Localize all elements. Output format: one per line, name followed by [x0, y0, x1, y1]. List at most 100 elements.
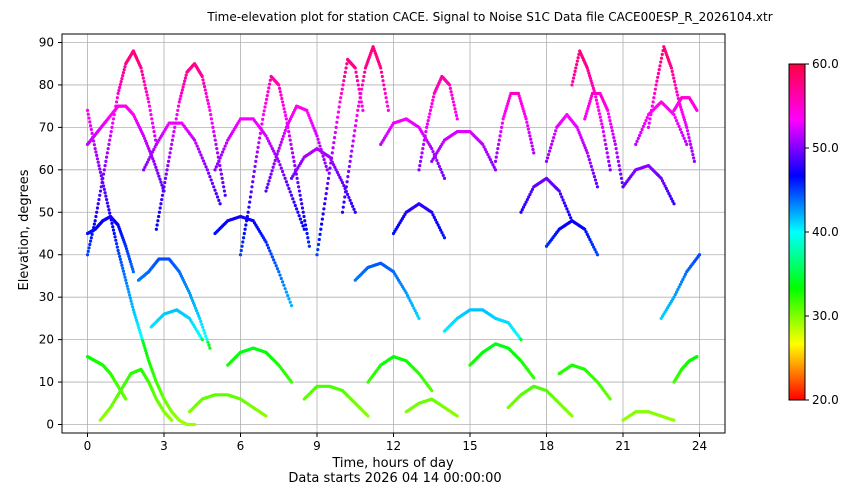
data-point [496, 147, 500, 151]
data-point [482, 145, 486, 149]
y-tick-label: 0 [46, 418, 54, 432]
data-point [190, 298, 195, 303]
data-point [289, 193, 294, 197]
data-point [357, 100, 361, 104]
data-point [643, 121, 647, 126]
data-point [681, 113, 685, 117]
data-point [143, 136, 147, 141]
data-point [259, 127, 263, 131]
data-point [148, 149, 152, 153]
data-point [141, 76, 145, 80]
data-point [288, 138, 292, 142]
data-point [261, 113, 266, 117]
data-point [363, 70, 367, 74]
data-point [583, 146, 587, 150]
data-point [421, 142, 426, 146]
data-point [384, 96, 388, 100]
data-point [154, 227, 158, 231]
data-point [516, 91, 521, 96]
data-point [500, 125, 504, 129]
data-point [118, 85, 122, 90]
data-point [264, 414, 268, 418]
data-point [207, 343, 211, 347]
data-point [86, 249, 90, 253]
data-point [604, 147, 609, 151]
data-point [127, 290, 131, 294]
data-point [283, 110, 287, 114]
data-point [209, 113, 213, 117]
data-point [336, 115, 340, 119]
data-point [275, 267, 280, 271]
data-point [345, 180, 349, 184]
data-point [102, 187, 106, 191]
data-point [248, 200, 252, 204]
data-point [440, 170, 444, 174]
data-point [588, 99, 592, 103]
data-point [342, 79, 346, 83]
data-point [355, 113, 359, 118]
data-point [575, 125, 579, 129]
data-point [206, 102, 210, 106]
data-point [291, 197, 295, 201]
data-point [522, 109, 526, 113]
data-point [114, 242, 119, 246]
data-point [494, 155, 498, 159]
data-point [593, 248, 597, 252]
data-point [331, 146, 335, 150]
data-point [264, 134, 268, 138]
data-point [672, 418, 676, 422]
data-point [616, 155, 620, 159]
data-point [672, 79, 677, 84]
data-point [202, 81, 206, 85]
data-point [351, 204, 355, 208]
data-point [591, 86, 596, 90]
data-point [428, 108, 433, 113]
data-point [608, 397, 612, 401]
data-point [692, 156, 696, 160]
data-point [685, 129, 690, 133]
data-point [143, 346, 147, 350]
data-point [287, 297, 291, 301]
data-point [554, 129, 558, 133]
data-point [298, 217, 303, 221]
data-point [349, 201, 354, 205]
data-point [583, 117, 587, 121]
data-point [360, 87, 364, 91]
data-point [281, 134, 285, 138]
data-point [194, 141, 198, 145]
data-point [157, 214, 161, 219]
data-point [586, 154, 590, 158]
data-point [680, 110, 684, 114]
data-point [135, 321, 139, 325]
data-point [525, 120, 529, 124]
axis-ticks: 0 3 6 9 12 15 18 21 24 0 10 20 30 40 50 60 70 80 90 [39, 35, 707, 453]
data-point [104, 194, 108, 198]
data-point [437, 225, 441, 230]
data-point [293, 163, 297, 168]
data-point [142, 168, 146, 172]
data-point [660, 179, 665, 183]
data-point [351, 139, 355, 143]
x-tick-label: 12 [386, 439, 401, 453]
data-point [636, 136, 640, 141]
data-point [354, 70, 358, 74]
data-point [212, 185, 216, 189]
y-tick-label: 40 [39, 248, 54, 262]
data-point [681, 133, 685, 138]
data-point [115, 96, 119, 100]
data-point [645, 116, 649, 120]
data-point [597, 112, 602, 116]
data-point [595, 102, 599, 106]
data-point [296, 210, 300, 214]
y-tick-label: 60 [39, 163, 54, 177]
data-point [304, 227, 308, 231]
data-point [95, 157, 100, 161]
data-point [266, 246, 271, 250]
data-point [179, 91, 184, 95]
data-point [264, 240, 268, 244]
data-point [439, 228, 443, 232]
data-point [183, 79, 187, 83]
data-point [187, 291, 192, 295]
data-point [593, 178, 598, 182]
data-point [270, 255, 274, 259]
